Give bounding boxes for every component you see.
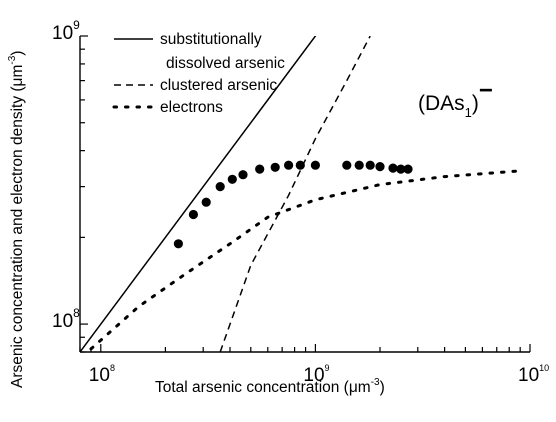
data-point-measured [201, 197, 211, 207]
data-point-measured [188, 209, 198, 220]
data-point-measured [215, 182, 225, 192]
data-point-measured [284, 160, 294, 170]
data-point-measured [270, 162, 280, 172]
x-tick-label: 109 [303, 363, 329, 386]
data-point-measured [227, 174, 237, 184]
plot-area [80, 36, 520, 352]
data-point-measured [403, 164, 413, 174]
data-point-measured [310, 160, 320, 170]
data-point-measured [375, 162, 385, 172]
data-point-measured [173, 239, 183, 249]
data-point-measured [238, 170, 248, 180]
series-line-electrons [89, 169, 520, 351]
x-tick-label: 108 [89, 363, 115, 386]
legend-label-substitutionally-line2: dissolved arsenic [166, 55, 285, 72]
data-point-measured [396, 164, 406, 174]
legend-label-substitutionally: substitutionally [160, 31, 262, 48]
data-point-measured [342, 160, 352, 170]
legend-label-clustered-arsenic: clustered arsenic [160, 77, 277, 94]
data-point-measured [354, 160, 364, 170]
species-annotation: (DAs1)− [418, 77, 493, 120]
legend-label-electrons: electrons [160, 99, 223, 116]
series-line-substitutionally [80, 36, 317, 352]
labels: Total arsenic concentration (μm-3) Arseni… [7, 51, 493, 396]
data-point-measured [388, 163, 398, 173]
x-axis-title: Total arsenic concentration (μm-3) [155, 377, 385, 396]
data-point-measured [365, 160, 375, 170]
legend: substitutionally dissolved arsenic cluster… [112, 31, 285, 116]
y-tick-label: 109 [52, 18, 80, 44]
x-tick-label: 1010 [518, 363, 549, 386]
data-point-measured [255, 164, 265, 174]
y-tick-label: 108 [52, 306, 80, 332]
series-line-clustered-arsenic [219, 36, 371, 352]
axes: 108 109 1010 108 109 [52, 18, 549, 386]
y-axis-title: Arsenic concentration and electron densi… [7, 51, 26, 388]
data-point-measured [295, 160, 305, 170]
